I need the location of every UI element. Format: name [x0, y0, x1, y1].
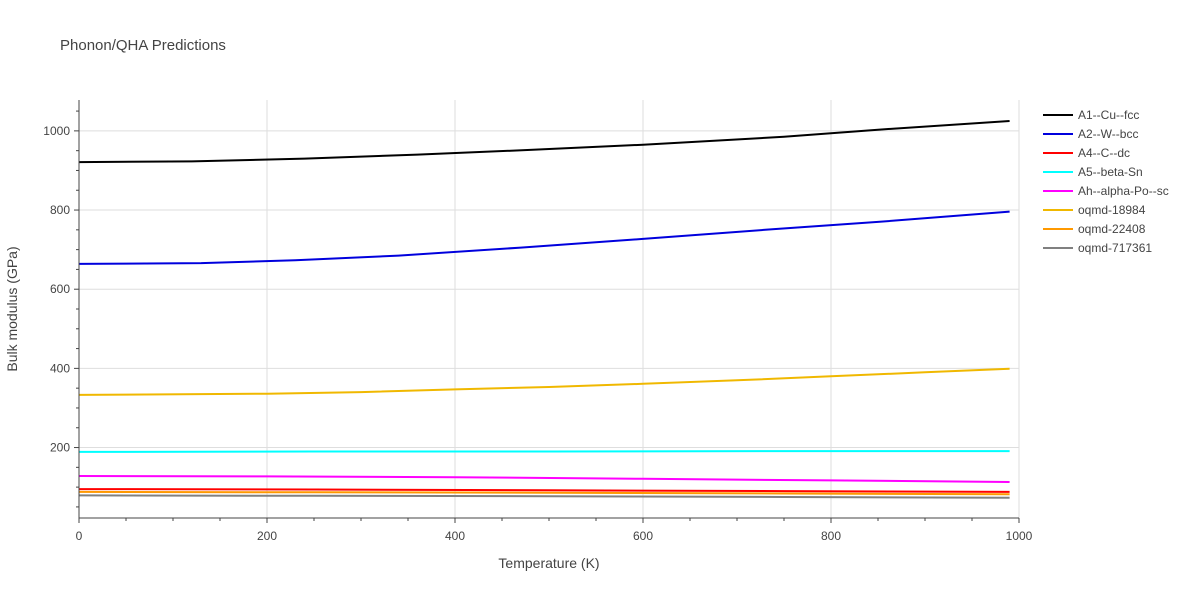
legend-entry: oqmd-717361	[1078, 241, 1152, 255]
legend-entry: Ah--alpha-Po--sc	[1078, 184, 1169, 198]
series-line-6	[78, 490, 1010, 496]
chart-title: Phonon/QHA Predictions	[60, 37, 226, 54]
series-line-2	[78, 488, 1010, 493]
series-line-0	[78, 120, 1010, 164]
series-line-5	[78, 367, 1010, 396]
legend: A1--Cu--fcc A2--W--bcc A4--C--dc A5--beta-S…	[1043, 108, 1169, 255]
x-tick-label: 800	[821, 529, 841, 543]
series-line-3	[78, 450, 1010, 453]
x-tick-label: 0	[76, 529, 83, 543]
legend-entry: A4--C--dc	[1078, 146, 1130, 160]
axes	[74, 100, 1020, 523]
grid-lines	[79, 100, 1020, 518]
tick-labels: 0 200 400 600 800 1000 200 400 600 800 1000	[43, 124, 1032, 543]
x-tick-label: 600	[633, 529, 653, 543]
x-axis-label: Temperature (K)	[498, 555, 599, 571]
x-tick-label: 1000	[1006, 529, 1033, 543]
legend-entry: oqmd-18984	[1078, 203, 1146, 217]
y-axis-label: Bulk modulus (GPa)	[4, 246, 20, 371]
x-tick-label: 200	[257, 529, 277, 543]
x-tick-label: 400	[445, 529, 465, 543]
y-tick-label: 400	[50, 361, 70, 375]
legend-entry: A5--beta-Sn	[1078, 165, 1143, 179]
y-tick-label: 600	[50, 282, 70, 296]
legend-entry: A2--W--bcc	[1078, 127, 1138, 141]
y-tick-label: 200	[50, 441, 70, 455]
y-tick-label: 800	[50, 203, 70, 217]
y-tick-label: 1000	[43, 124, 70, 138]
series-lines	[78, 120, 1010, 499]
legend-entry: A1--Cu--fcc	[1078, 108, 1139, 122]
series-line-7	[78, 494, 1010, 499]
legend-entry: oqmd-22408	[1078, 222, 1146, 236]
series-line-1	[78, 210, 1010, 265]
series-line-4	[78, 475, 1010, 483]
